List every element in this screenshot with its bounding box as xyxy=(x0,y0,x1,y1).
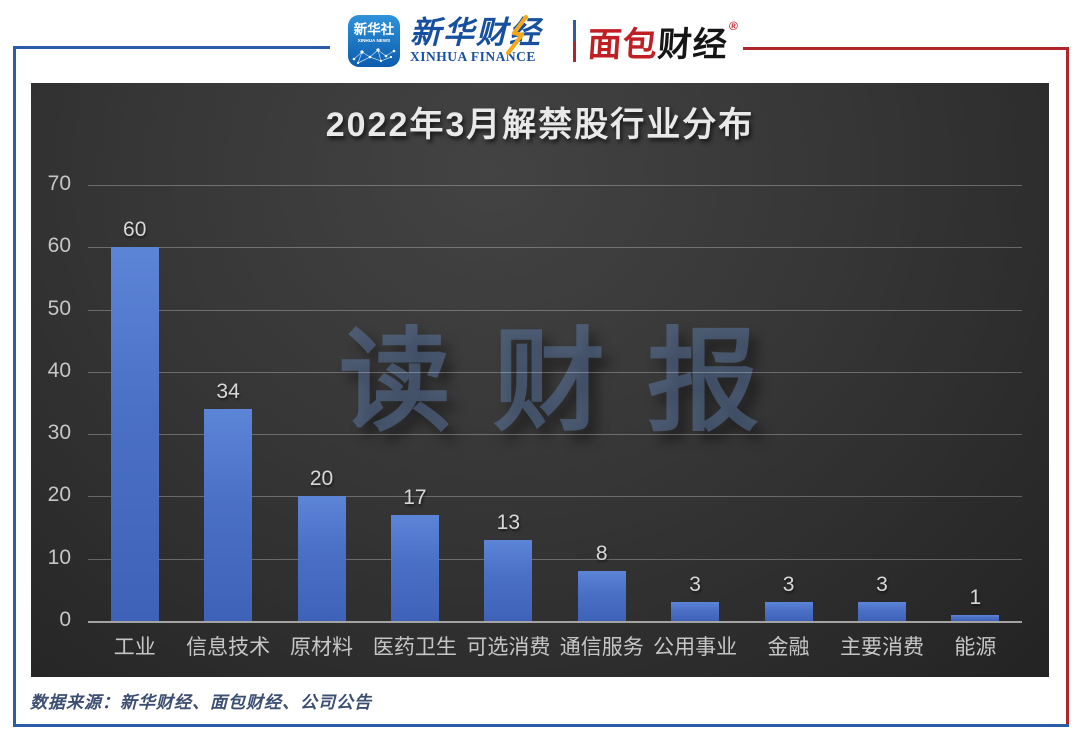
bars-container: 60 34 20 17 13 8 3 3 3 1 xyxy=(88,185,1022,621)
bar-value-label: 8 xyxy=(595,542,608,566)
bar-value-label: 3 xyxy=(782,573,795,597)
bar-value-label: 13 xyxy=(496,511,520,535)
xinhua-finance-en: XINHUA FINANCE xyxy=(410,49,536,65)
bar-value-label: 3 xyxy=(689,573,701,597)
bar-可选消费 xyxy=(484,540,533,621)
x-axis-line xyxy=(88,621,1022,623)
x-tick-label: 信息技术 xyxy=(186,636,271,659)
bar-工业 xyxy=(110,247,159,621)
y-tick-label: 20 xyxy=(47,483,71,507)
bar-value-label: 1 xyxy=(969,585,982,609)
bar-slot: 17 xyxy=(368,486,461,621)
chart-panel: 2022年3月解禁股行业分布 读财报 60 34 20 17 13 8 3 3 3 1 0 10 20… xyxy=(31,83,1049,677)
bar-slot: 3 xyxy=(648,573,741,621)
header: 新华社 XINHUA NEWS 新华财经 XINHUA FINANCE 面包财经… xyxy=(348,8,740,74)
chart-title: 2022年3月解禁股行业分布 xyxy=(325,106,755,144)
y-tick-label: 50 xyxy=(47,296,71,320)
bar-slot: 20 xyxy=(275,467,368,621)
frame-left-line xyxy=(13,46,16,727)
bar-金融 xyxy=(764,602,813,621)
y-tick-label: 30 xyxy=(47,421,71,445)
bar-公用事业 xyxy=(671,602,720,621)
bar-能源 xyxy=(951,614,1000,621)
network-dots xyxy=(352,48,396,65)
bar-value-label: 34 xyxy=(216,380,240,404)
y-tick-label: 40 xyxy=(47,358,71,382)
mianbao-cn-red: 面包 xyxy=(586,25,660,64)
registered-trademark-icon: ® xyxy=(728,18,740,33)
xinhua-news-app-icon: 新华社 XINHUA NEWS xyxy=(348,15,400,67)
y-tick-label: 60 xyxy=(47,234,71,258)
bar-slot: 34 xyxy=(181,380,274,621)
x-tick-label: 工业 xyxy=(113,636,156,659)
mianbao-cn-black: 财经 xyxy=(656,25,730,64)
gridline xyxy=(88,496,1022,498)
x-tick-label: 能源 xyxy=(954,636,997,659)
bar-slot: 1 xyxy=(929,586,1022,621)
bar-医药卫生 xyxy=(390,515,439,621)
y-tick-label: 70 xyxy=(47,172,71,195)
bar-value-label: 17 xyxy=(403,486,427,510)
frame-top-left-line xyxy=(13,46,330,49)
frame-right-line xyxy=(1066,47,1069,727)
bar-通信服务 xyxy=(577,571,626,621)
source-note: 数据来源：新华财经、面包财经、公司公告 xyxy=(30,693,372,712)
xinhua-news-en-text: XINHUA NEWS xyxy=(358,38,391,43)
x-tick-label: 金融 xyxy=(767,636,810,659)
bar-value-label: 3 xyxy=(876,573,888,597)
bar-主要消费 xyxy=(857,602,906,621)
y-tick-label: 0 xyxy=(59,608,71,631)
xinhua-finance-cn: 新华财经 xyxy=(410,14,542,50)
bar-value-label: 60 xyxy=(123,218,147,242)
bar-slot: 60 xyxy=(88,218,181,621)
bar-value-label: 20 xyxy=(309,467,334,491)
gridline xyxy=(88,434,1022,436)
x-tick-label: 公用事业 xyxy=(653,636,738,659)
header-separator xyxy=(573,20,577,62)
x-tick-label: 医药卫生 xyxy=(372,636,457,659)
x-axis-labels: 工业 信息技术 原材料 医药卫生 可选消费 通信服务 公用事业 金融 主要消费 能源 xyxy=(88,631,1022,661)
frame-top-right-line xyxy=(743,47,1069,50)
frame-bottom-line xyxy=(13,724,1069,727)
mianbao-finance-logo: 面包财经® xyxy=(586,17,740,66)
gridline xyxy=(88,371,1022,373)
bar-slot: 13 xyxy=(462,511,555,621)
network-constellation-graphic xyxy=(353,49,395,64)
bar-slot: 8 xyxy=(555,542,648,621)
plot-area: 60 34 20 17 13 8 3 3 3 1 xyxy=(88,185,1022,623)
x-tick-label: 主要消费 xyxy=(839,636,924,659)
bar-信息技术 xyxy=(204,409,253,621)
xinhua-finance-logo: 新华财经 XINHUA FINANCE xyxy=(410,14,557,66)
y-tick-label: 10 xyxy=(47,545,71,569)
xinhua-news-cn-text: 新华社 xyxy=(354,21,395,37)
bar-原材料 xyxy=(297,496,346,621)
gridline xyxy=(88,185,1022,186)
bar-slot: 3 xyxy=(835,573,928,621)
gridline xyxy=(88,558,1022,560)
gridline xyxy=(88,309,1022,311)
gridline xyxy=(88,247,1022,249)
x-tick-label: 原材料 xyxy=(290,636,354,659)
bar-slot: 3 xyxy=(742,573,835,621)
x-tick-label: 可选消费 xyxy=(466,636,551,659)
x-tick-label: 通信服务 xyxy=(559,636,644,659)
